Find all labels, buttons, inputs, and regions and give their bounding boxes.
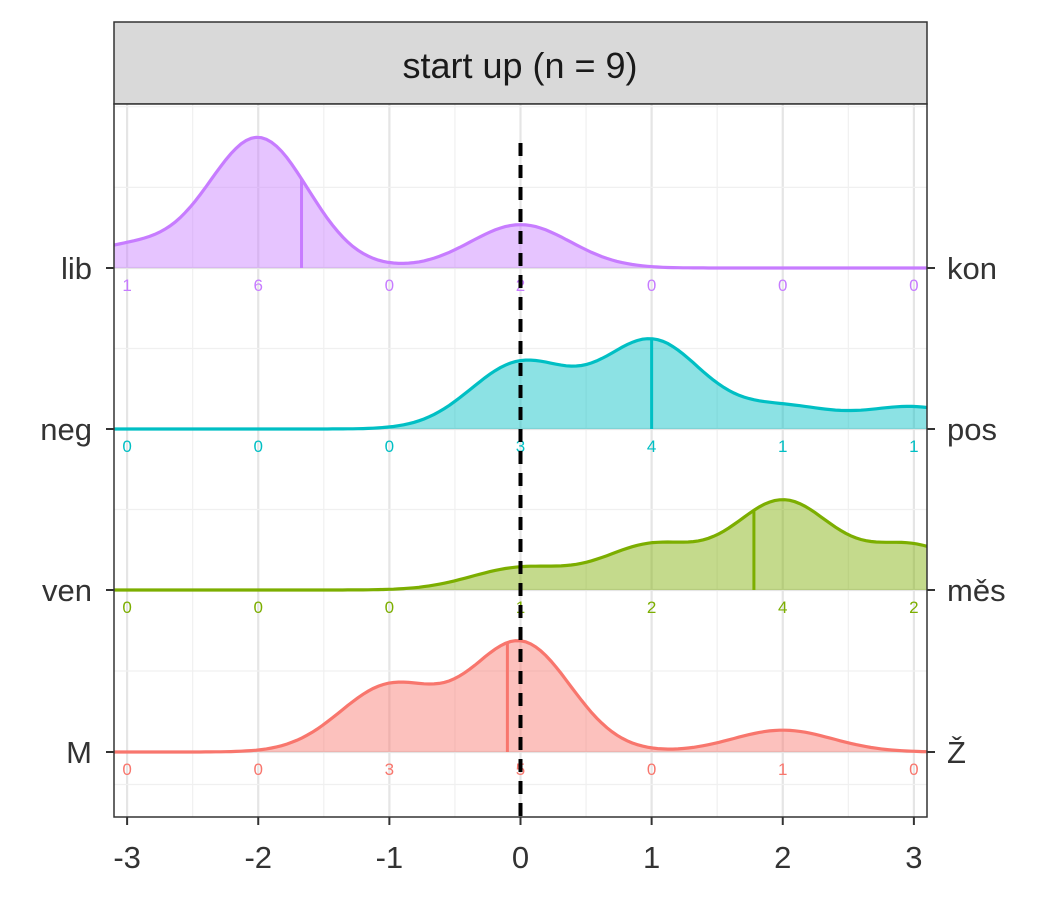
x-tick-label: -1 (376, 840, 404, 875)
ridge-area-neg (114, 338, 927, 429)
count-label: 0 (778, 276, 787, 295)
count-label: 0 (122, 598, 131, 617)
y-label-right: pos (947, 412, 997, 447)
count-label: 4 (778, 598, 787, 617)
y-label-left: ven (42, 573, 92, 608)
count-label: 2 (909, 598, 918, 617)
count-label: 1 (778, 437, 787, 456)
count-label: 1 (778, 760, 787, 779)
facet-strip-label: start up (n = 9) (402, 45, 637, 86)
count-label: 0 (122, 437, 131, 456)
x-tick-label: 0 (512, 840, 529, 875)
count-label: 4 (647, 437, 656, 456)
ridge-area-ven (114, 499, 927, 590)
x-tick-label: -3 (113, 840, 141, 875)
x-tick-label: -2 (244, 840, 272, 875)
ridge-line-lib (113, 135, 927, 270)
count-label: 6 (254, 276, 263, 295)
count-label: 0 (909, 276, 918, 295)
y-label-right: Ž (947, 735, 966, 770)
count-label: 0 (254, 760, 263, 779)
ridge-line-M (114, 639, 928, 754)
count-label: 0 (254, 437, 263, 456)
y-label-right: kon (947, 251, 997, 286)
y-label-right: měs (947, 573, 1006, 608)
count-label: 0 (385, 276, 394, 295)
count-label: 0 (254, 598, 263, 617)
y-label-left: M (66, 735, 92, 770)
plot-panel: 0035010000124200034111602000 (113, 103, 928, 818)
ridge-line-neg (114, 337, 928, 431)
count-label: 1 (909, 437, 918, 456)
count-label: 0 (385, 598, 394, 617)
count-label: 0 (647, 760, 656, 779)
count-label: 3 (516, 437, 525, 456)
facet-strip (113, 21, 928, 105)
ridge-area-lib (114, 137, 927, 268)
count-label: 2 (647, 598, 656, 617)
x-tick-label: 3 (905, 840, 922, 875)
y-label-left: lib (61, 251, 92, 286)
x-axis: -3 -2 -1 0 1 2 3 (113, 817, 923, 875)
count-label: 1 (122, 276, 131, 295)
x-tick-label: 2 (774, 840, 791, 875)
count-label: 3 (385, 760, 394, 779)
count-label: 0 (647, 276, 656, 295)
count-label: 0 (385, 437, 394, 456)
count-label: 0 (909, 760, 918, 779)
y-label-left: neg (40, 412, 92, 447)
count-label: 0 (122, 760, 131, 779)
x-tick-label: 1 (643, 840, 660, 875)
